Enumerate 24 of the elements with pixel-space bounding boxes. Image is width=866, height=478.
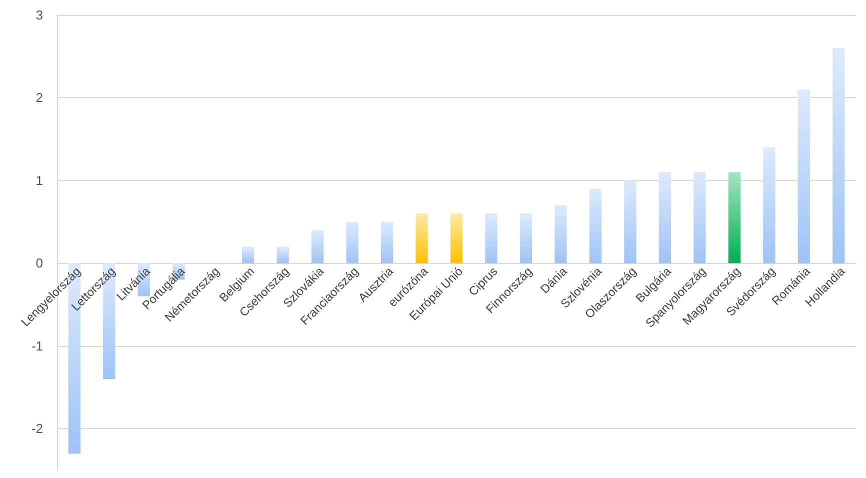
bar xyxy=(624,180,636,264)
y-tick-label: 2 xyxy=(36,90,43,106)
bar xyxy=(276,246,289,264)
y-tick-label: 0 xyxy=(36,256,43,271)
bar xyxy=(416,214,428,264)
bar xyxy=(658,172,672,264)
bar xyxy=(798,89,810,264)
y-tick-label: -2 xyxy=(31,421,43,436)
bar xyxy=(485,214,498,264)
bar xyxy=(728,172,740,264)
bar xyxy=(520,214,532,264)
y-tick-label: 1 xyxy=(36,172,43,188)
bar xyxy=(763,147,776,264)
y-tick-label: -1 xyxy=(31,338,43,354)
bar xyxy=(450,214,463,264)
bar xyxy=(589,188,602,264)
bar xyxy=(554,205,567,264)
bar xyxy=(311,230,324,264)
y-tick-label: 3 xyxy=(36,8,43,22)
bar xyxy=(380,222,394,264)
bar xyxy=(694,172,706,264)
bar xyxy=(832,48,845,264)
bar xyxy=(242,246,254,264)
bar xyxy=(346,222,358,264)
